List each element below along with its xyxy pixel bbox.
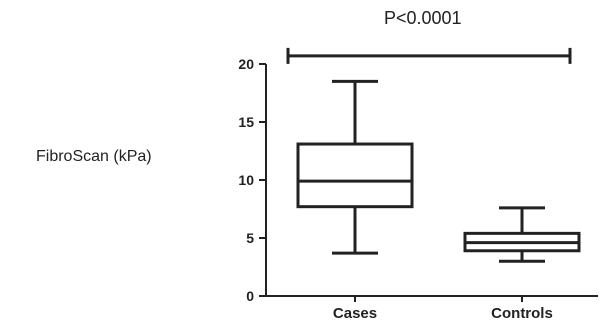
y-tick-label: 5 <box>246 230 254 246</box>
x-tick-label: Controls <box>491 305 553 322</box>
box-cases <box>296 79 414 255</box>
y-tick-label: 10 <box>238 172 254 188</box>
y-tick-label: 20 <box>238 56 254 72</box>
p-value-annotation: P<0.0001 <box>384 8 462 28</box>
significance-bracket <box>286 47 572 64</box>
x-ticks: Cases Controls <box>333 296 553 322</box>
iqr-box <box>296 142 414 209</box>
boxes <box>296 79 581 263</box>
y-ticks: 0 5 10 15 20 <box>238 56 266 304</box>
y-tick-label: 15 <box>238 114 254 130</box>
x-tick-label: Cases <box>333 305 377 322</box>
y-axis-label: FibroScan (kPa) <box>36 148 152 165</box>
box-controls <box>463 206 581 263</box>
y-tick-label: 0 <box>246 288 254 304</box>
